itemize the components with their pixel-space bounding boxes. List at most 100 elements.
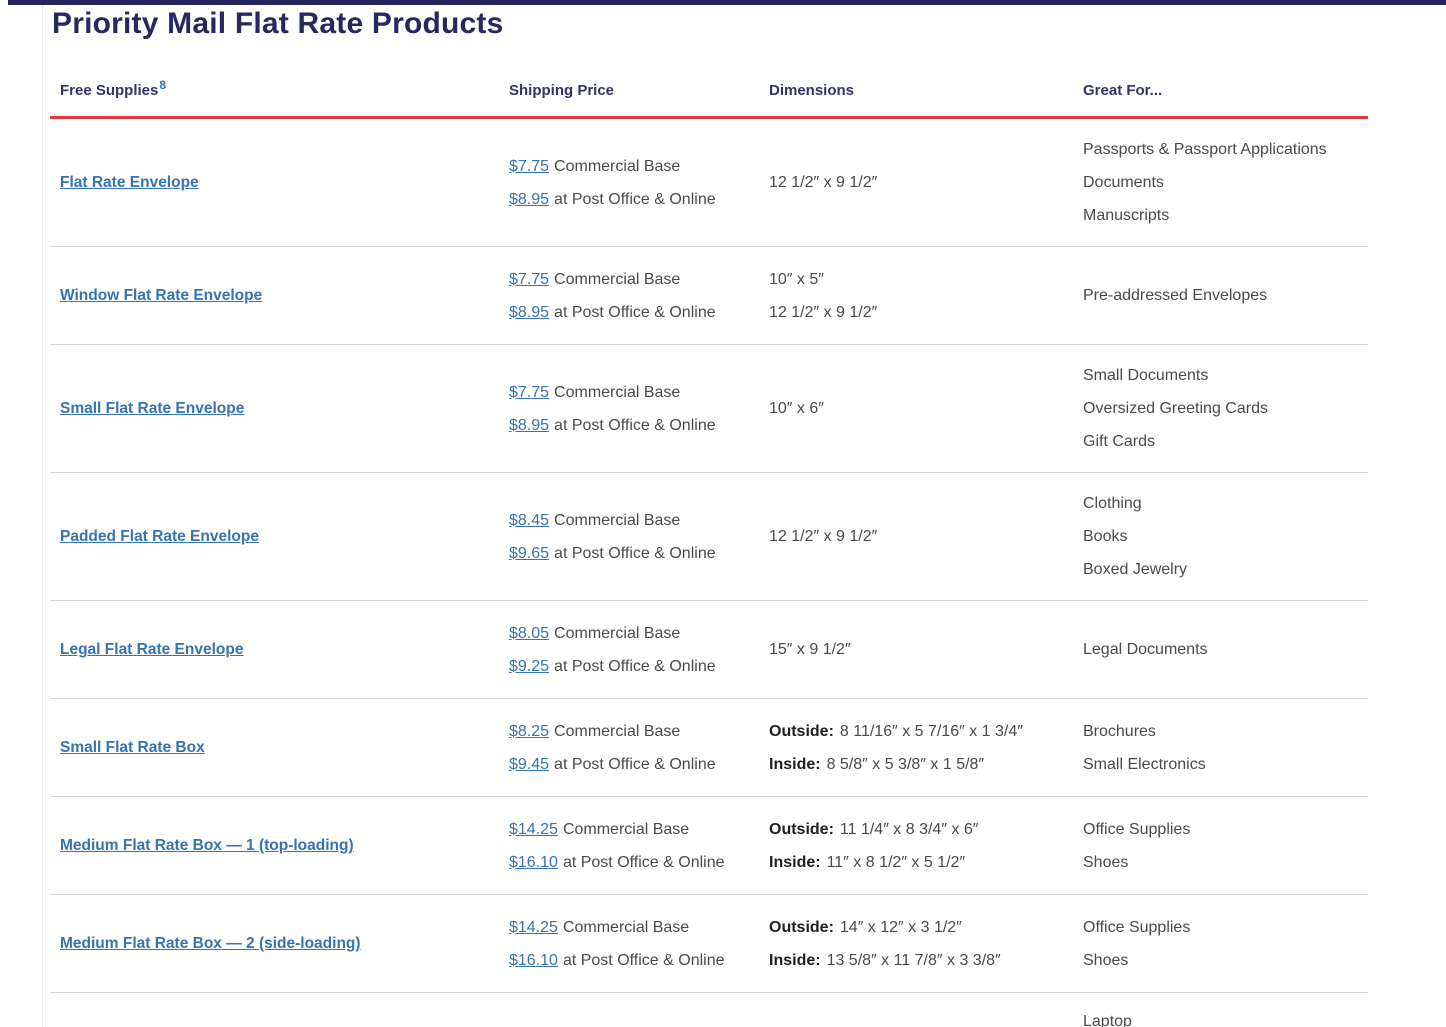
great-for-item: Brochures — [1083, 722, 1156, 740]
great-for-cell: Office Supplies Shoes — [1083, 909, 1368, 978]
price-label: at Post Office & Online — [554, 544, 716, 562]
great-for-item: Small Documents — [1083, 367, 1209, 384]
page-title: Priority Mail Flat Rate Products — [52, 7, 504, 40]
product-link[interactable]: Small Flat Rate Box — [60, 739, 205, 756]
product-link[interactable]: Medium Flat Rate Box — 2 (side-loading) — [60, 935, 361, 952]
great-for-item: Legal Documents — [1083, 641, 1208, 658]
dimension-value: 10″ x 5″ — [769, 270, 824, 288]
dimensions-cell: 10″ x 5″ 12 1/2″ x 9 1/2″ — [769, 261, 1083, 330]
product-cell — [50, 1005, 509, 1027]
great-for-cell: Laptop — [1083, 1005, 1368, 1027]
product-cell: Small Flat Rate Box — [50, 713, 509, 782]
product-link[interactable]: Padded Flat Rate Envelope — [60, 528, 259, 545]
top-navy-strip — [8, 0, 1446, 5]
dimension-value: 14″ x 12″ x 3 1/2″ — [839, 918, 962, 936]
price-amount-link[interactable]: $7.75 — [509, 383, 550, 401]
product-link[interactable]: Small Flat Rate Envelope — [60, 400, 245, 417]
shipping-price-cell — [509, 1005, 769, 1027]
great-for-cell: Small Documents Oversized Greeting Cards G… — [1083, 359, 1368, 458]
table-row: Padded Flat Rate Envelope $8.45 Commercia… — [50, 472, 1368, 600]
price-line: $7.75 Commercial Base — [509, 376, 769, 409]
price-line: $7.75 Commercial Base — [509, 150, 769, 183]
flat-rate-products-table: Free Supplies8 Shipping Price Dimensions… — [50, 43, 1368, 1027]
column-header-shipping-price: Shipping Price — [509, 82, 615, 99]
price-amount-link[interactable]: $7.75 — [509, 157, 550, 175]
price-label: Commercial Base — [554, 383, 681, 401]
dimension-line: Outside: 11 1/4″ x 8 3/4″ x 6″ — [769, 813, 1083, 846]
dimensions-cell: 10″ x 6″ — [769, 359, 1083, 458]
product-link[interactable]: Legal Flat Rate Envelope — [60, 641, 244, 658]
dimension-line: 15″ x 9 1/2″ — [769, 633, 1083, 666]
dimension-value: 15″ x 9 1/2″ — [769, 641, 851, 658]
price-amount-link[interactable]: $8.25 — [509, 722, 550, 740]
price-amount-link[interactable]: $16.10 — [509, 853, 558, 871]
dimension-side-label: Outside: — [769, 820, 834, 838]
great-for-item: Laptop — [1083, 1013, 1132, 1027]
column-header-dimensions: Dimensions — [769, 82, 855, 99]
price-line: $9.25 at Post Office & Online — [509, 650, 769, 683]
price-label: Commercial Base — [554, 270, 681, 288]
great-for-item: Office Supplies — [1083, 918, 1191, 936]
dimension-side-label: Inside: — [769, 853, 821, 871]
dimension-side-label: Inside: — [769, 951, 821, 969]
price-line: $8.25 Commercial Base — [509, 715, 769, 748]
dimensions-cell: 12 1/2″ x 9 1/2″ — [769, 133, 1083, 232]
price-label: Commercial Base — [554, 722, 681, 740]
price-amount-link[interactable]: $8.45 — [509, 511, 550, 529]
product-link[interactable]: Flat Rate Envelope — [60, 174, 199, 191]
dimension-value: 10″ x 6″ — [769, 400, 824, 417]
product-link[interactable]: Medium Flat Rate Box — 1 (top-loading) — [60, 837, 354, 854]
dimension-line: 12 1/2″ x 9 1/2″ — [769, 296, 1083, 329]
free-supplies-footnote-link[interactable]: 8 — [159, 78, 167, 92]
column-header-great-for: Great For... — [1083, 82, 1163, 99]
dimension-line: 12 1/2″ x 9 1/2″ — [769, 166, 1083, 199]
great-for-item: Clothing — [1083, 495, 1142, 512]
shipping-price-cell: $14.25 Commercial Base $16.10 at Post Offic… — [509, 909, 769, 978]
dimension-line: Inside: 8 5/8″ x 5 3/8″ x 1 5/8″ — [769, 748, 1083, 781]
dimensions-cell: Outside: 11 1/4″ x 8 3/4″ x 6″ Inside: 11″ … — [769, 811, 1083, 880]
dimension-line: 12 1/2″ x 9 1/2″ — [769, 520, 1083, 553]
table-row: Legal Flat Rate Envelope $8.05 Commercial… — [50, 600, 1368, 698]
dimension-value: 11 1/4″ x 8 3/4″ x 6″ — [839, 820, 979, 838]
price-label: Commercial Base — [554, 624, 681, 642]
price-amount-link[interactable]: $8.95 — [509, 190, 550, 208]
table-row: Medium Flat Rate Box — 1 (top-loading) $… — [50, 796, 1368, 894]
great-for-cell: Passports & Passport Applications Documen… — [1083, 133, 1368, 232]
column-header-free-supplies: Free Supplies8 — [50, 78, 509, 99]
great-for-item: Books — [1083, 528, 1128, 545]
price-line: $14.25 Commercial Base — [509, 813, 769, 846]
price-amount-link[interactable]: $14.25 — [509, 820, 558, 838]
dimension-line: Inside: 13 5/8″ x 11 7/8″ x 3 3/8″ — [769, 944, 1083, 977]
price-amount-link[interactable]: $7.75 — [509, 270, 550, 288]
table-body: Flat Rate Envelope $7.75 Commercial Base $… — [50, 119, 1368, 1027]
price-amount-link[interactable]: $9.45 — [509, 755, 550, 773]
price-label: Commercial Base — [554, 511, 681, 529]
price-amount-link[interactable]: $9.25 — [509, 657, 550, 675]
price-label: at Post Office & Online — [554, 755, 716, 773]
dimension-value: 8 11/16″ x 5 7/16″ x 1 3/4″ — [839, 722, 1023, 740]
dimensions-cell: 12 1/2″ x 9 1/2″ — [769, 487, 1083, 586]
price-amount-link[interactable]: $9.65 — [509, 544, 550, 562]
price-label: at Post Office & Online — [562, 951, 725, 969]
dimension-value: 13 5/8″ x 11 7/8″ x 3 3/8″ — [826, 951, 1001, 969]
product-cell: Window Flat Rate Envelope — [50, 261, 509, 330]
table-row: Medium Flat Rate Box — 2 (side-loading) … — [50, 894, 1368, 992]
price-amount-link[interactable]: $14.25 — [509, 918, 558, 936]
price-amount-link[interactable]: $8.95 — [509, 303, 550, 321]
great-for-item: Shoes — [1083, 951, 1129, 969]
price-line: $16.10 at Post Office & Online — [509, 846, 769, 879]
shipping-price-cell: $7.75 Commercial Base $8.95 at Post Office … — [509, 133, 769, 232]
price-amount-link[interactable]: $8.95 — [509, 416, 550, 434]
dimension-line: Outside: 14″ x 12″ x 3 1/2″ — [769, 911, 1083, 944]
table-row: Small Flat Rate Box $8.25 Commercial Base… — [50, 698, 1368, 796]
product-link[interactable]: Window Flat Rate Envelope — [60, 287, 263, 304]
price-amount-link[interactable]: $8.05 — [509, 624, 550, 642]
dimension-value: 8 5/8″ x 5 3/8″ x 1 5/8″ — [826, 755, 985, 773]
dimension-value: 11″ x 8 1/2″ x 5 1/2″ — [826, 853, 966, 871]
price-line: $8.95 at Post Office & Online — [509, 409, 769, 442]
price-amount-link[interactable]: $16.10 — [509, 951, 558, 969]
shipping-price-cell: $8.05 Commercial Base $9.25 at Post Office … — [509, 615, 769, 684]
dimensions-cell — [769, 1005, 1083, 1027]
product-cell: Small Flat Rate Envelope — [50, 359, 509, 458]
price-line: $14.25 Commercial Base — [509, 911, 769, 944]
